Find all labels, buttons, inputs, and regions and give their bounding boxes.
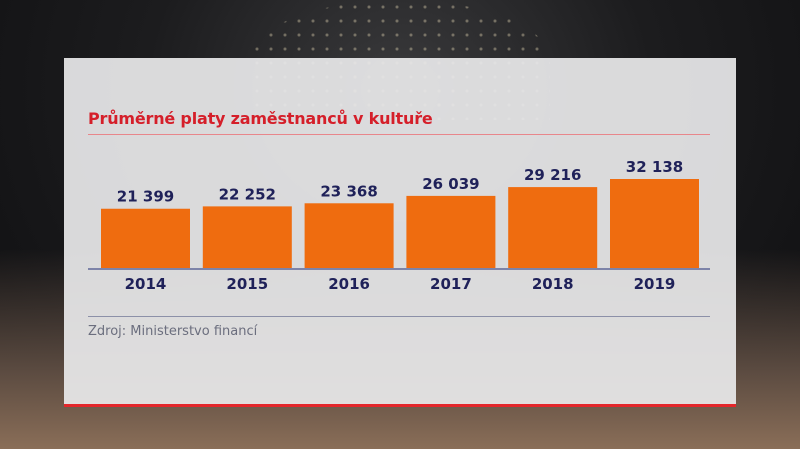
bar-2014	[101, 208, 190, 268]
x-axis-line	[88, 268, 710, 270]
chart-title: Průměrné platy zaměstnanců v kultuře	[88, 109, 433, 128]
title-divider	[88, 134, 710, 135]
x-tick-label: 2019	[634, 275, 676, 293]
data-label: 23 368	[320, 182, 377, 200]
bar-2019	[610, 179, 699, 268]
x-tick-label: 2018	[532, 275, 574, 293]
bar-2015	[202, 206, 292, 268]
bar-2017	[406, 195, 496, 268]
data-label: 26 039	[422, 175, 479, 193]
source-note: Zdroj: Ministerstvo financí	[88, 324, 258, 339]
data-label: 32 138	[626, 158, 683, 176]
x-tick-label: 2015	[226, 275, 268, 293]
data-label: 22 252	[219, 185, 276, 203]
data-label: 21 399	[117, 188, 174, 206]
bar-2016	[304, 203, 394, 268]
data-label: 29 216	[524, 166, 581, 184]
x-tick-label: 2017	[430, 275, 472, 293]
bar-2018	[508, 187, 598, 268]
x-tick-label: 2014	[125, 275, 167, 293]
source-divider	[88, 316, 710, 317]
x-tick-label: 2016	[328, 275, 370, 293]
